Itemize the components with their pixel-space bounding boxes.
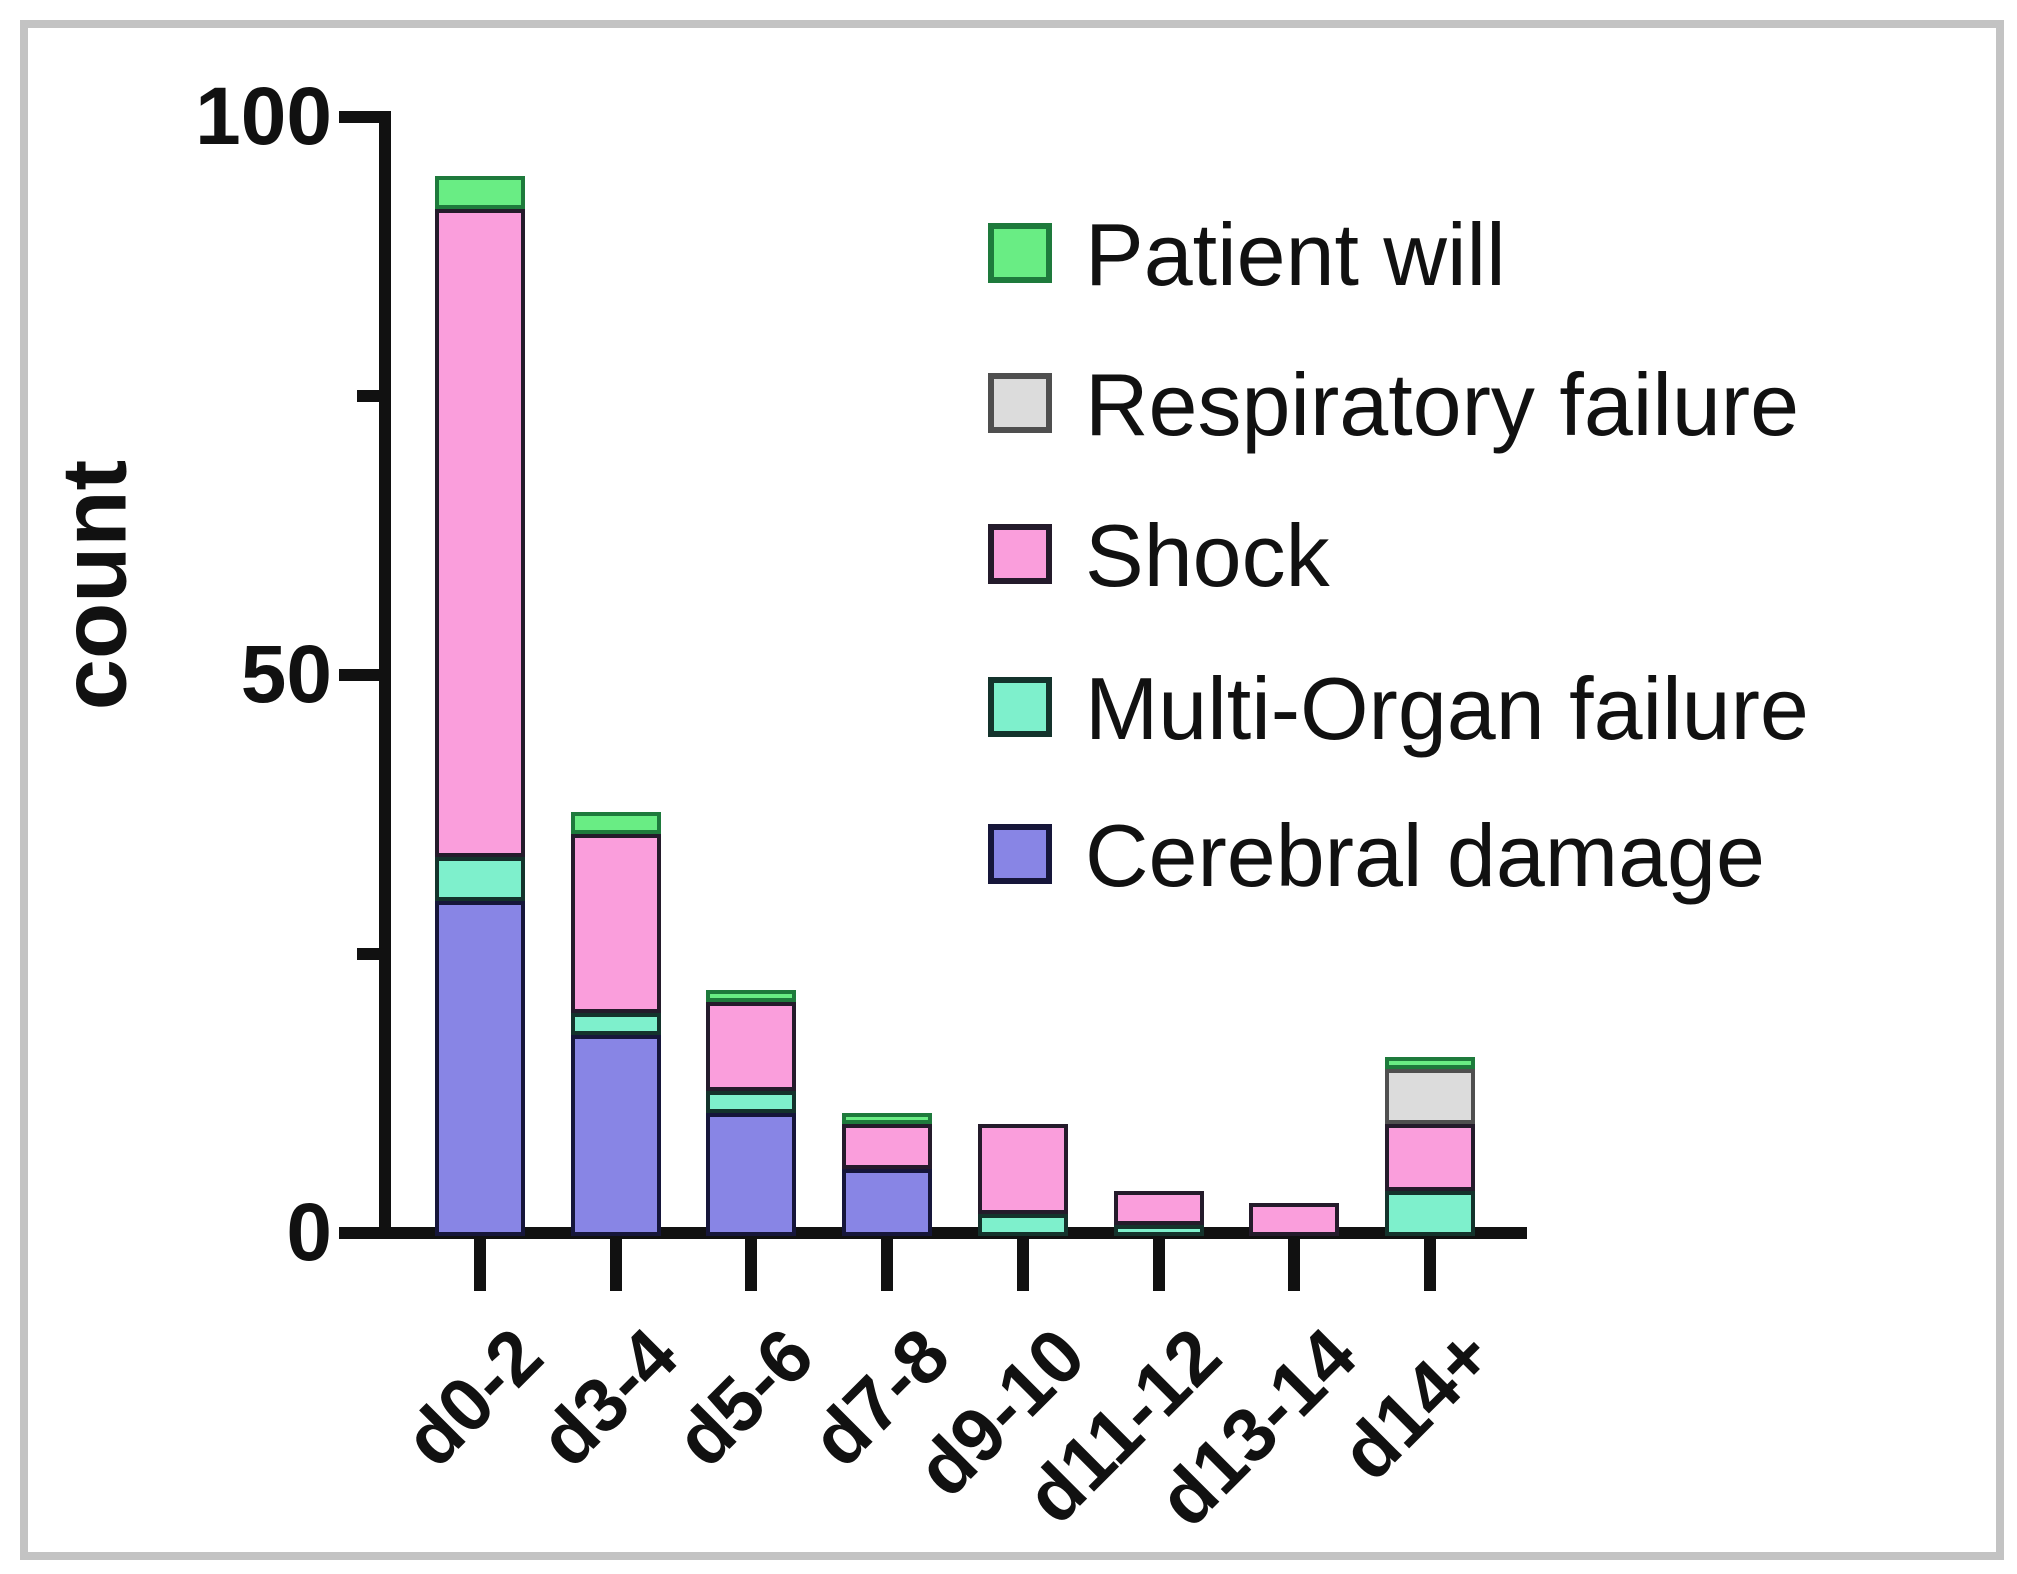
y-major-tick [339, 111, 379, 123]
legend-swatch-shock [988, 524, 1052, 584]
x-tick [474, 1239, 486, 1291]
bar-d0-2-segment-cerebral-damage [435, 901, 525, 1236]
legend-label: Respiratory failure [1085, 355, 1800, 454]
bar-d14+-segment-patient-will [1384, 1057, 1475, 1069]
x-tick [745, 1239, 758, 1291]
y-minor-tick [357, 390, 379, 402]
bar-d5-6-segment-shock [706, 1001, 797, 1091]
bar-d5-6-segment-cerebral-damage [706, 1113, 797, 1236]
bar-d11-12-segment-shock [1113, 1191, 1204, 1225]
y-tick-label: 50 [240, 629, 332, 720]
y-major-tick [339, 669, 379, 681]
bar-d14+-segment-respiratory-failure [1384, 1068, 1475, 1125]
bar-d9-10-segment-shock [977, 1124, 1068, 1214]
x-tick [609, 1239, 622, 1291]
bar-d3-4-segment-patient-will [570, 811, 661, 835]
x-axis-line [379, 1227, 1527, 1239]
legend-swatch-cerebral-damage [988, 824, 1052, 884]
y-minor-tick [357, 948, 379, 960]
y-axis-line [379, 111, 391, 1239]
legend-label: Multi-Organ failure [1085, 659, 1809, 758]
legend-label: Patient will [1085, 205, 1506, 304]
bar-d3-4-segment-shock [570, 834, 661, 1013]
legend-swatch-multi-organ-failure [988, 677, 1052, 737]
bar-d14+-segment-multi-organ-failure [1384, 1191, 1475, 1236]
legend-swatch-respiratory-failure [988, 373, 1052, 433]
bar-d9-10-segment-multi-organ-failure [977, 1213, 1068, 1236]
legend-label: Cerebral damage [1085, 806, 1765, 905]
bar-d13-14-segment-shock [1249, 1202, 1340, 1236]
bar-d0-2-segment-multi-organ-failure [435, 856, 525, 902]
bar-d0-2-segment-shock [435, 209, 525, 857]
bar-d3-4-segment-multi-organ-failure [570, 1012, 661, 1036]
y-tick-label: 0 [286, 1187, 332, 1278]
y-tick-label: 100 [195, 71, 332, 162]
bar-d14+-segment-shock [1384, 1124, 1475, 1192]
x-tick [1016, 1239, 1029, 1291]
x-tick [1423, 1239, 1436, 1291]
bar-d11-12-segment-multi-organ-failure [1113, 1224, 1204, 1236]
x-tick [881, 1239, 894, 1291]
bar-d7-8-segment-cerebral-damage [842, 1169, 933, 1236]
bar-d7-8-segment-shock [842, 1124, 933, 1170]
y-major-tick [339, 1227, 379, 1239]
legend-label: Shock [1085, 506, 1330, 605]
bar-d0-2-segment-patient-will [435, 175, 525, 210]
x-tick [1288, 1239, 1301, 1291]
bar-d5-6-segment-multi-organ-failure [706, 1090, 797, 1114]
legend-swatch-patient-will [988, 223, 1052, 283]
bar-d5-6-segment-patient-will [706, 990, 797, 1002]
x-tick [1152, 1239, 1165, 1291]
bar-d7-8-segment-patient-will [842, 1113, 933, 1125]
bar-d3-4-segment-cerebral-damage [570, 1035, 661, 1236]
